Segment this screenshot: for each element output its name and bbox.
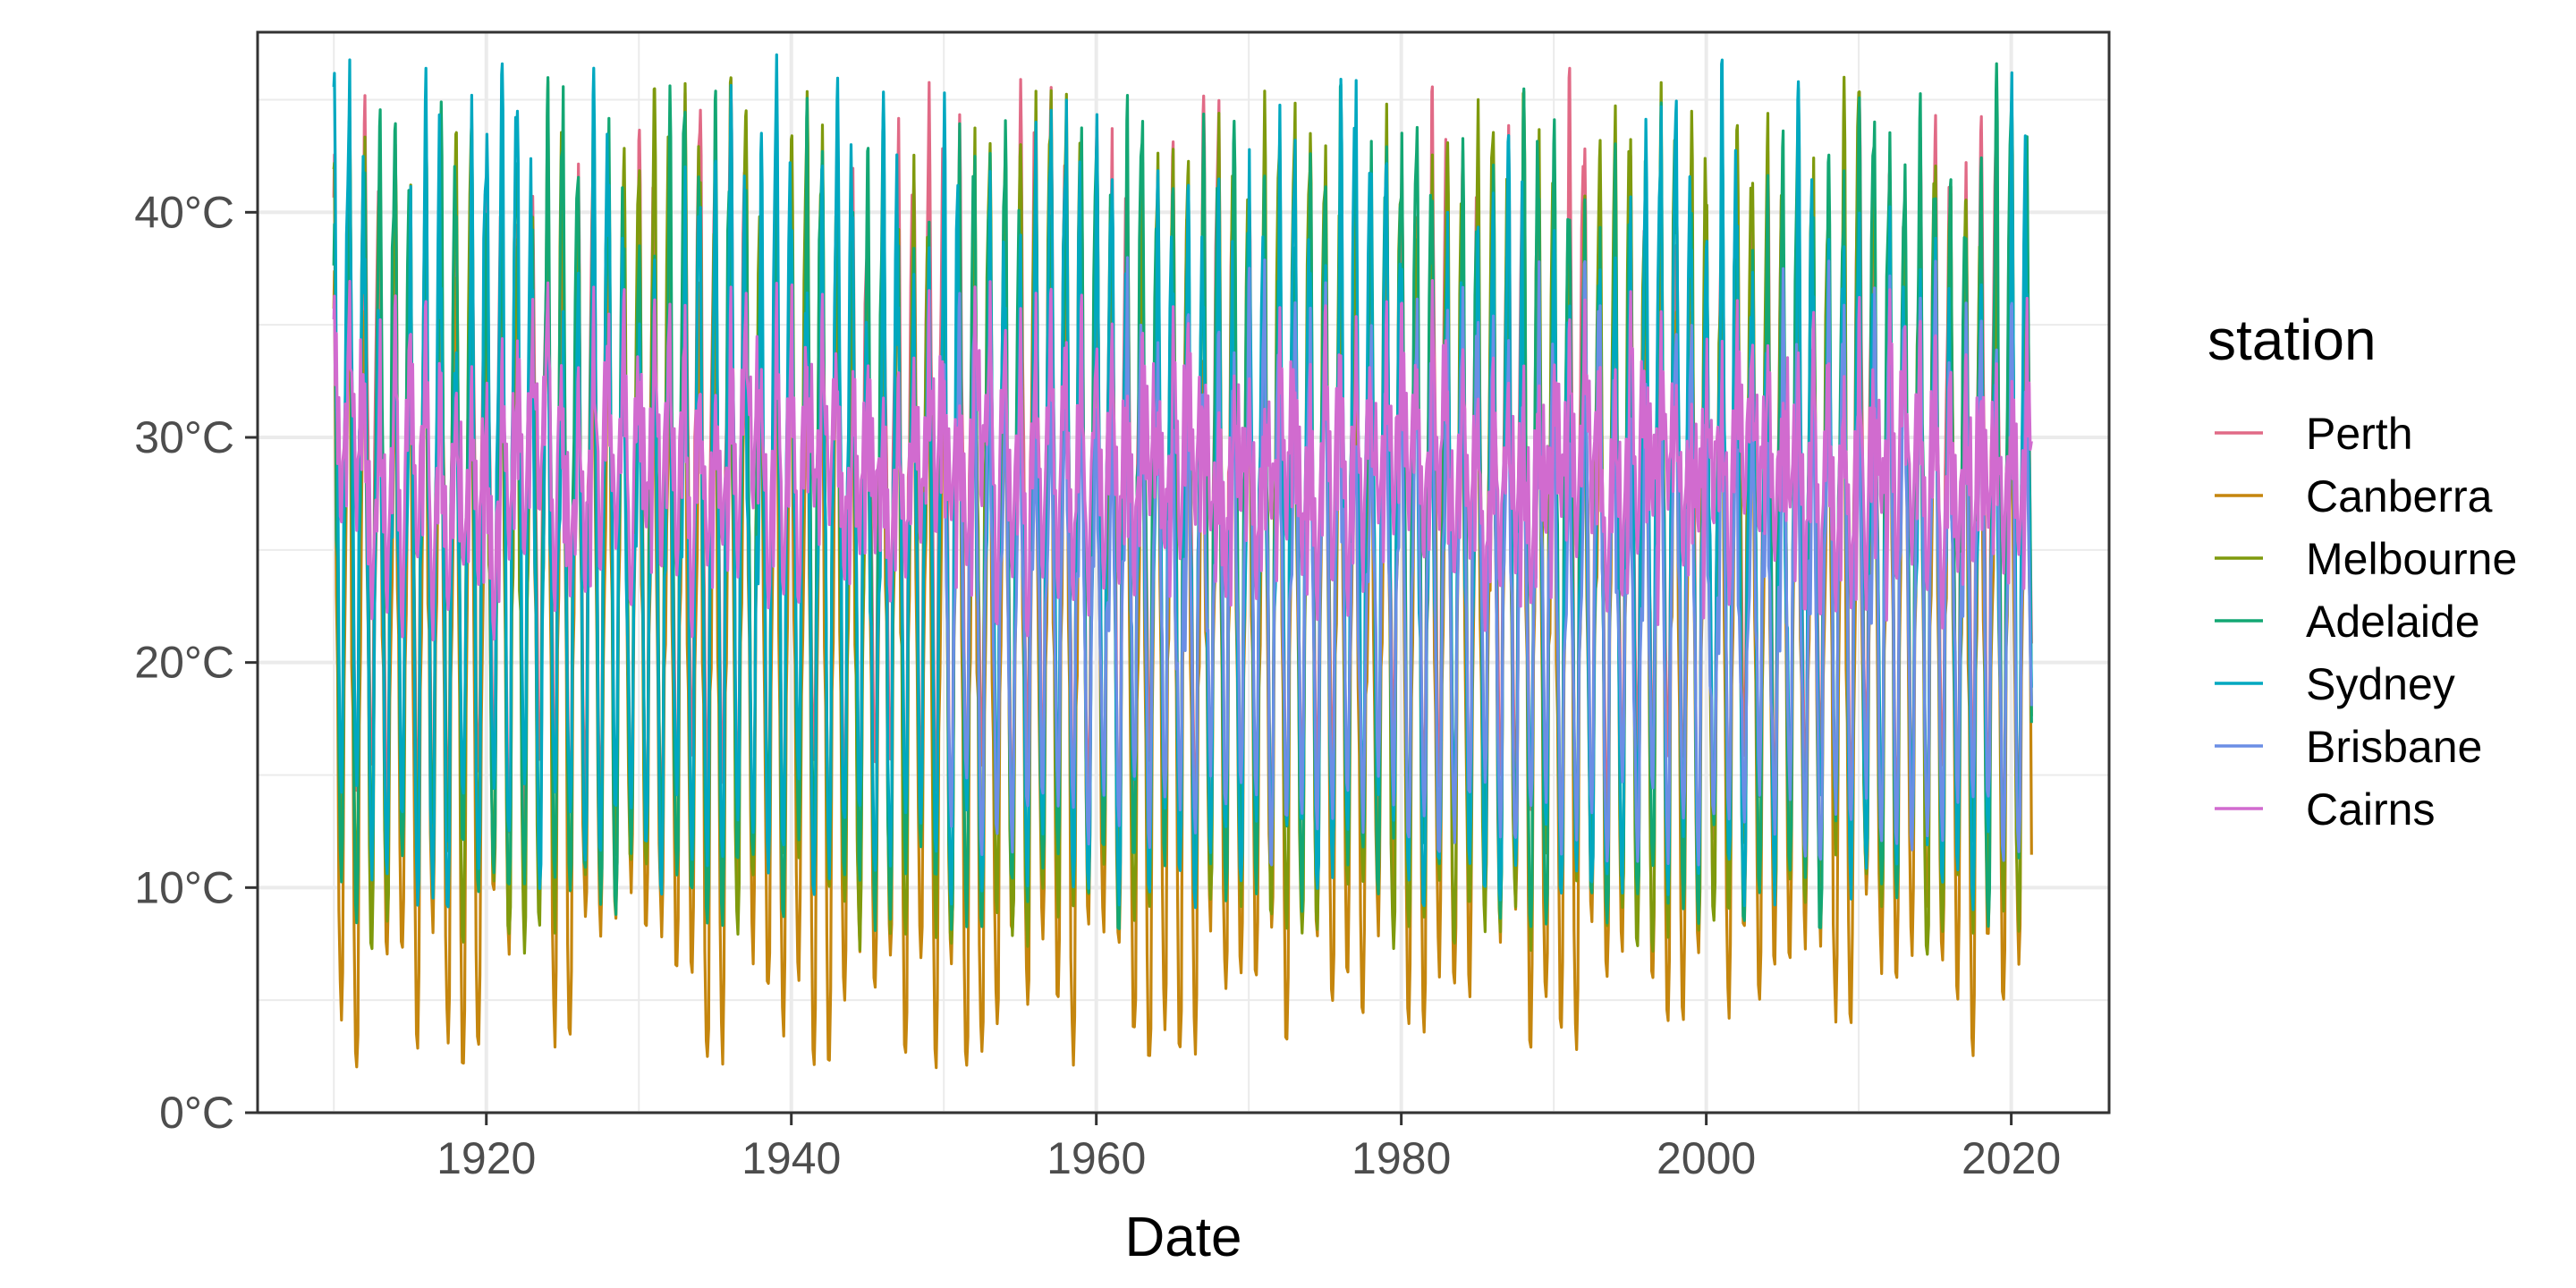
x-tick-label: 1980	[1352, 1133, 1451, 1183]
y-tick-label: 40°C	[134, 187, 234, 237]
y-tick-label: 0°C	[159, 1088, 234, 1138]
y-axis: 0°C 10°C 20°C 30°C 40°C	[134, 187, 258, 1138]
panel-frame	[256, 30, 2111, 1114]
panel-border	[256, 30, 2111, 1114]
x-axis: 1920 1940 1960 1980 2000 2020	[436, 1113, 2061, 1183]
x-tick-label: 2000	[1657, 1133, 1756, 1183]
legend-title: station	[2207, 308, 2377, 372]
y-tick-label: 30°C	[134, 412, 234, 462]
y-tick-label: 20°C	[134, 638, 234, 688]
legend-label-sydney: Sydney	[2306, 659, 2455, 709]
legend-label-perth: Perth	[2306, 409, 2413, 459]
legend: station Perth Canberra Melbourne Adelaide Sy…	[2207, 308, 2517, 835]
legend-label-melbourne: Melbourne	[2306, 534, 2517, 584]
series-layer	[332, 53, 2033, 1070]
x-tick-label: 1940	[741, 1133, 841, 1183]
legend-label-brisbane: Brisbane	[2306, 722, 2482, 772]
legend-label-cairns: Cairns	[2306, 784, 2435, 835]
series-line-cairns	[332, 279, 2033, 642]
x-tick-label: 1920	[436, 1133, 536, 1183]
x-tick-label: 1960	[1046, 1133, 1146, 1183]
x-axis-title: Date	[1125, 1207, 1242, 1268]
x-tick-label: 2020	[1962, 1133, 2061, 1183]
legend-label-adelaide: Adelaide	[2306, 597, 2480, 647]
y-tick-label: 10°C	[134, 862, 234, 912]
legend-label-canberra: Canberra	[2306, 471, 2493, 521]
